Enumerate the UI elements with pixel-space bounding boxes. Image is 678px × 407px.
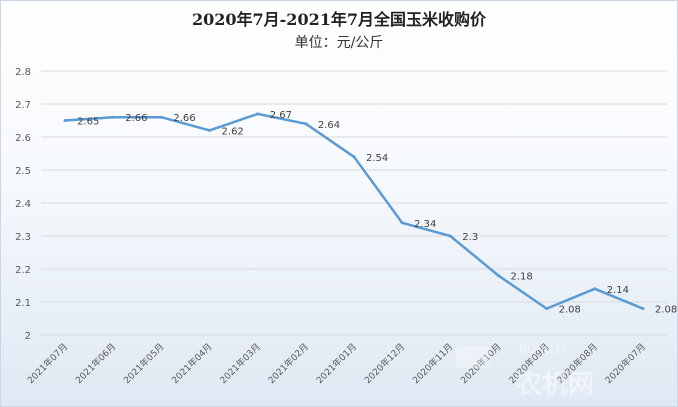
data-labels: 2.65 2.66 2.66 2.62 2.67 2.64 2.54 2.34 2.3 2.18 2… [77,110,677,316]
data-point [496,274,500,278]
data-label: 2.66 [125,113,147,124]
data-label: 2.34 [414,219,436,230]
x-tick-label: 2021年01月 [314,341,360,387]
y-tick-label: 2.3 [15,232,31,243]
y-tick-label: 2.1 [15,298,31,309]
data-point [400,221,404,225]
x-tick-label: 2021年03月 [217,341,263,387]
data-point [111,115,115,119]
y-tick-label: 2.5 [15,166,31,177]
watermark-suffix: 农机网 [515,370,594,400]
y-tick-label: 2 [25,331,31,342]
data-point [159,115,163,119]
x-tick-label: 2021年06月 [73,341,119,387]
data-label: 2.54 [366,153,388,164]
chart-title: 2020年7月-2021年7月全国玉米收购价 [192,10,487,29]
watermark-logo-badge [456,346,490,368]
y-tick-label: 2.2 [15,265,31,276]
y-tick-label: 2.4 [15,199,31,210]
data-label: 2.18 [510,272,532,283]
x-tick-label: 2021年02月 [265,341,311,387]
x-tick-label: 2021年07月 [25,341,71,387]
data-label: 2.65 [77,117,99,128]
y-axis: 2 2.1 2.2 2.3 2.4 2.5 2.6 2.7 2.8 [15,67,31,342]
data-point [208,128,212,132]
data-label: 2.66 [173,113,195,124]
data-point [352,155,356,159]
series-line [63,112,645,310]
data-point [545,307,549,311]
data-point [641,307,645,311]
x-tick-label: 2020年11月 [410,341,456,387]
y-tick-label: 2.7 [15,100,31,111]
data-point [63,119,67,122]
data-point [593,287,597,291]
x-tick-label: 2021年04月 [169,341,215,387]
x-tick-label: 2020年12月 [362,341,408,387]
data-label: 2.08 [655,305,677,316]
watermark-text: NONG.JX [519,343,567,356]
gridlines [41,70,667,336]
data-label: 2.14 [607,285,629,296]
data-label: 2.67 [270,110,292,121]
data-point [304,122,308,126]
data-label: 2.64 [318,120,340,131]
x-tick-label: 2021年05月 [121,341,167,387]
data-label: 2.3 [462,232,478,243]
chart-subtitle: 单位：元/公斤 [295,35,384,51]
data-label: 2.08 [559,305,581,316]
y-tick-label: 2.8 [15,67,31,78]
data-label: 2.62 [222,126,244,137]
y-tick-label: 2.6 [15,133,31,144]
data-point [448,234,452,238]
series-group [63,112,645,311]
watermark-logo: NONG.JX 农机网 [456,343,594,400]
data-point [256,112,260,116]
x-tick-label: 2020年07月 [603,341,649,387]
